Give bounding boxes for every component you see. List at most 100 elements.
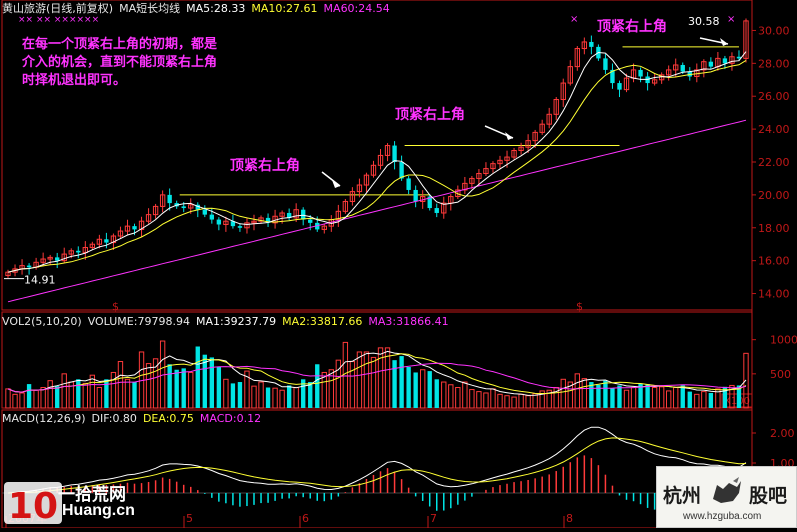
candle-body	[96, 238, 103, 245]
candle-body	[188, 204, 194, 209]
volume-bar	[308, 382, 313, 408]
candle-body	[286, 212, 292, 218]
candle-body	[202, 209, 207, 215]
volume-bar	[61, 373, 67, 409]
volume-bar	[490, 388, 496, 409]
volume-bar	[384, 347, 391, 409]
vol-ma1-value: MA1:39237.79	[195, 315, 277, 328]
candle-body	[110, 235, 117, 244]
stock-title: 黄山旅游(日线,前复权)	[2, 2, 114, 15]
volume-bar	[33, 389, 39, 409]
volume-bar	[413, 372, 418, 408]
candle-body	[335, 210, 342, 221]
ma60-value: MA60:24.54	[323, 2, 390, 15]
volume-bar	[623, 389, 630, 409]
volume-bar	[104, 379, 109, 408]
volume-bar	[469, 389, 475, 409]
volume-bar	[293, 387, 299, 409]
volume-bar	[370, 356, 377, 409]
volume-bar	[511, 396, 517, 409]
volume-bar	[589, 382, 594, 408]
candle-body	[363, 174, 370, 186]
candle-body	[76, 250, 81, 253]
dea-line	[7, 437, 747, 494]
x-tick-label: 6	[302, 512, 309, 525]
volume-bar	[342, 341, 349, 409]
strategy-note-line: 在每一个顶紧右上角的初期，都是	[22, 37, 218, 52]
candle-body	[55, 257, 60, 261]
ma5-value: MA5:28.33	[186, 2, 246, 15]
high-price-label: 30.58	[688, 15, 720, 28]
volume-bar	[286, 385, 292, 408]
volume-bar	[195, 346, 200, 408]
volume-bar	[272, 387, 278, 409]
candle-body	[308, 219, 313, 223]
y-tick-label: 18.00	[758, 222, 790, 235]
candle-body	[356, 184, 363, 193]
candle-body	[532, 131, 538, 142]
price-panel-header: 黄山旅游(日线,前复权) MA短长均线 MA5:28.33 MA10:27.61 MA6…	[2, 2, 396, 16]
candle-body	[673, 64, 679, 71]
volume-bar	[40, 387, 46, 409]
volume-bar	[132, 382, 137, 408]
candle-body	[560, 82, 566, 101]
volume-bar	[209, 357, 215, 408]
candle-body	[708, 61, 714, 67]
volume-bar	[406, 367, 411, 408]
volume-bar	[265, 387, 271, 408]
volume-bar	[645, 384, 650, 408]
volume-bar	[546, 389, 552, 409]
candle-body	[370, 164, 377, 176]
volume-bar	[315, 364, 320, 408]
annotation-arrow-head	[720, 38, 728, 46]
candle-body	[539, 123, 545, 133]
candle-body	[546, 113, 552, 125]
x-tick-label: 8	[566, 512, 573, 525]
volume-bar	[96, 387, 103, 409]
macd-tick-label: 2.00	[770, 427, 795, 440]
vol-ma1-line	[7, 350, 747, 396]
candle-body	[237, 226, 243, 228]
volume-bar	[708, 392, 714, 408]
vol-title: VOL2(5,10,20)	[2, 315, 82, 328]
candle-body	[603, 58, 608, 70]
candle-body	[722, 58, 728, 64]
annotation-label-1: 顶紧右上角	[230, 158, 300, 174]
watermark-right-right-text: 股吧	[749, 485, 788, 507]
volume-bar	[666, 390, 672, 409]
volume-bar	[701, 391, 707, 409]
candle-body	[518, 146, 524, 151]
candle-body	[581, 41, 588, 50]
candle-body	[223, 220, 229, 225]
annotation-label-3: 顶紧右上角	[597, 19, 667, 35]
volume-bar	[363, 351, 370, 409]
candle-body	[497, 159, 503, 165]
volume-bar	[356, 351, 363, 409]
y-tick-label: 16.00	[758, 255, 790, 268]
volume-bar	[497, 393, 503, 409]
volume-bar	[504, 395, 510, 409]
volume-bar	[476, 391, 482, 409]
dividend-marker: $	[576, 300, 583, 313]
volume-bar	[483, 392, 489, 409]
candle-body	[279, 212, 285, 217]
candle-body	[216, 219, 222, 225]
candle-body	[258, 217, 264, 222]
candle-body	[68, 250, 74, 255]
candle-body	[476, 173, 482, 179]
candle-body	[167, 194, 172, 204]
volume-bar	[427, 371, 432, 408]
y-tick-label: 28.00	[758, 57, 790, 70]
volume-bar	[377, 347, 384, 409]
volume-bar	[694, 393, 700, 409]
volume-bar	[651, 387, 658, 409]
candle-body	[349, 191, 356, 202]
candle-body	[377, 154, 384, 166]
candle-body	[455, 189, 461, 198]
candle-body	[209, 214, 215, 220]
candle-body	[301, 209, 306, 220]
candle-body	[384, 145, 391, 156]
candle-body	[553, 99, 559, 115]
